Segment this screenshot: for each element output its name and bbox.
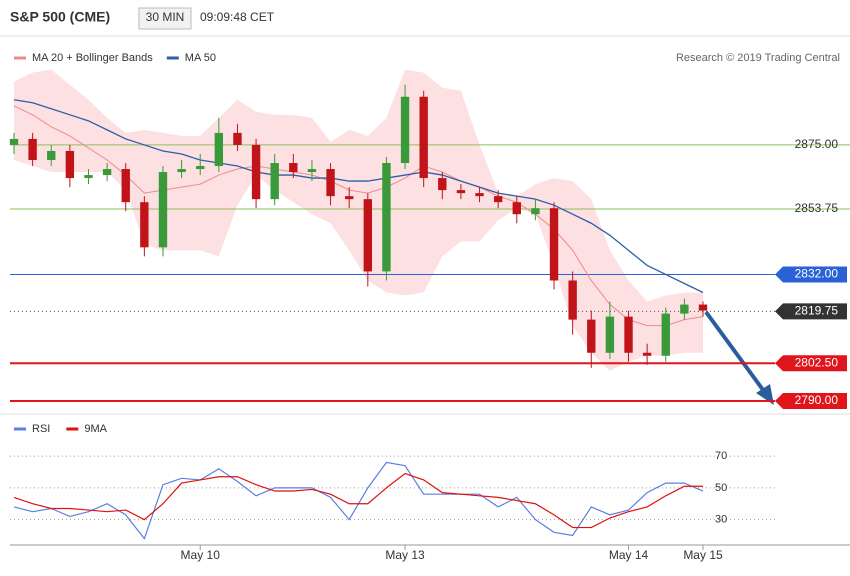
y-tick-label: 30 (715, 514, 727, 526)
candle-body (549, 208, 559, 281)
candle-body (270, 163, 279, 200)
candle-body (698, 304, 708, 311)
interval-box (138, 7, 192, 30)
candle-body (177, 169, 186, 173)
level-label: 2790.00 (795, 393, 839, 407)
x-tick-label: May 15 (683, 548, 723, 562)
forecast-arrow-head (756, 384, 774, 405)
time: 09:09:48 CET (200, 10, 275, 24)
candle-body (307, 169, 317, 173)
y-tick-label: 70 (715, 450, 727, 462)
candle-body (680, 304, 689, 314)
candle-body (65, 150, 75, 179)
level-label: 2853.75 (795, 201, 839, 215)
candle-body (47, 150, 56, 160)
level-label: 2875.00 (795, 137, 839, 151)
candle-body (84, 175, 93, 179)
candle-body (140, 202, 149, 248)
candle-body (251, 144, 261, 200)
candle-body (289, 163, 298, 173)
x-tick-label: May 13 (385, 548, 425, 562)
legend-label: MA 20 + Bollinger Bands (32, 52, 153, 64)
level-tag (775, 303, 847, 320)
candle-body (233, 132, 242, 145)
forecast-arrow (704, 310, 768, 396)
candle-body (587, 319, 596, 353)
level-label: 2819.75 (795, 304, 839, 318)
candle-body (363, 199, 373, 272)
candle-body (493, 196, 503, 203)
candle-body (326, 169, 335, 197)
candle-body (456, 190, 466, 194)
candle-body (214, 132, 224, 167)
candle-body (121, 169, 130, 203)
legend-label: MA 50 (185, 52, 216, 64)
level-tag (775, 355, 847, 372)
level-tag (775, 392, 847, 409)
ma-line (13, 99, 704, 294)
level-label: 2832.00 (795, 267, 839, 281)
candle-body (102, 169, 112, 176)
x-tick-label: May 14 (609, 548, 649, 562)
series-line (13, 472, 703, 529)
interval: 30 MIN (146, 10, 185, 24)
level-tag (775, 266, 847, 283)
candle-body (512, 202, 521, 215)
candle-body (568, 280, 577, 320)
legend-label: RSI (32, 423, 50, 435)
x-tick-label: May 10 (181, 548, 221, 562)
candle-body (624, 316, 633, 353)
candle-body (475, 193, 484, 197)
candle-body (9, 138, 19, 145)
title: S&P 500 (CME) (10, 9, 110, 25)
legend-label: 9MA (84, 423, 107, 435)
candle-body (661, 313, 670, 356)
candle-body (28, 138, 37, 160)
level-label: 2802.50 (795, 355, 839, 369)
candle-body (605, 316, 615, 353)
candle-body (531, 208, 540, 215)
candle-body (642, 352, 652, 356)
candle-body (344, 196, 354, 200)
candle-body (382, 163, 391, 272)
candle-body (419, 96, 428, 179)
candle-body (400, 96, 410, 164)
credit: Research © 2019 Trading Central (676, 52, 840, 64)
candle-body (158, 172, 168, 248)
candle-body (438, 178, 447, 191)
y-tick-label: 50 (715, 482, 727, 494)
candle-body (196, 166, 205, 170)
